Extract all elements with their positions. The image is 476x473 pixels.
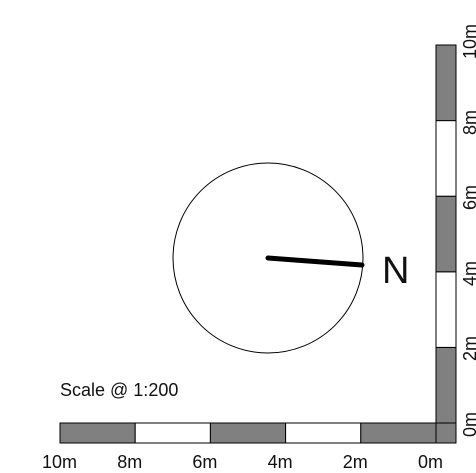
horizontal-scale-tick-label: 2m bbox=[342, 452, 368, 472]
vertical-scale-segment bbox=[435, 346, 457, 424]
horizontal-scale-tick-label: 0m bbox=[418, 452, 444, 472]
north-label: N bbox=[382, 250, 410, 292]
horizontal-scale-segment bbox=[134, 422, 211, 444]
vertical-scale-tick-label: 4m bbox=[460, 260, 476, 286]
vertical-scale-tick-label: 10m bbox=[460, 23, 476, 59]
vertical-scale-tick-label: 6m bbox=[460, 185, 476, 211]
north-needle bbox=[265, 255, 365, 268]
vertical-scale-tick-label: 8m bbox=[460, 109, 476, 135]
vertical-scale-segment bbox=[435, 120, 457, 197]
vertical-scale-segment bbox=[435, 44, 457, 122]
horizontal-scale-segment bbox=[209, 422, 287, 444]
horizontal-scale-segment bbox=[59, 422, 136, 444]
scale-label: Scale @ 1:200 bbox=[60, 380, 179, 400]
horizontal-scale-bar bbox=[59, 422, 437, 444]
vertical-scale-segment bbox=[435, 195, 457, 273]
vertical-scale-segment bbox=[435, 271, 457, 348]
horizontal-scale-segment bbox=[285, 422, 362, 444]
vertical-scale-tick-label: 0m bbox=[460, 411, 476, 437]
horizontal-scale-segment bbox=[360, 422, 437, 444]
compass-circle bbox=[172, 162, 364, 354]
vertical-scale-bar bbox=[435, 44, 457, 444]
vertical-scale-tick-label: 2m bbox=[460, 336, 476, 362]
horizontal-scale-tick-label: 8m bbox=[117, 452, 143, 472]
horizontal-scale-tick-label: 10m bbox=[42, 452, 78, 472]
horizontal-scale-tick-label: 4m bbox=[267, 452, 293, 472]
scale-corner-block bbox=[435, 422, 457, 444]
horizontal-scale-tick-label: 6m bbox=[192, 452, 218, 472]
